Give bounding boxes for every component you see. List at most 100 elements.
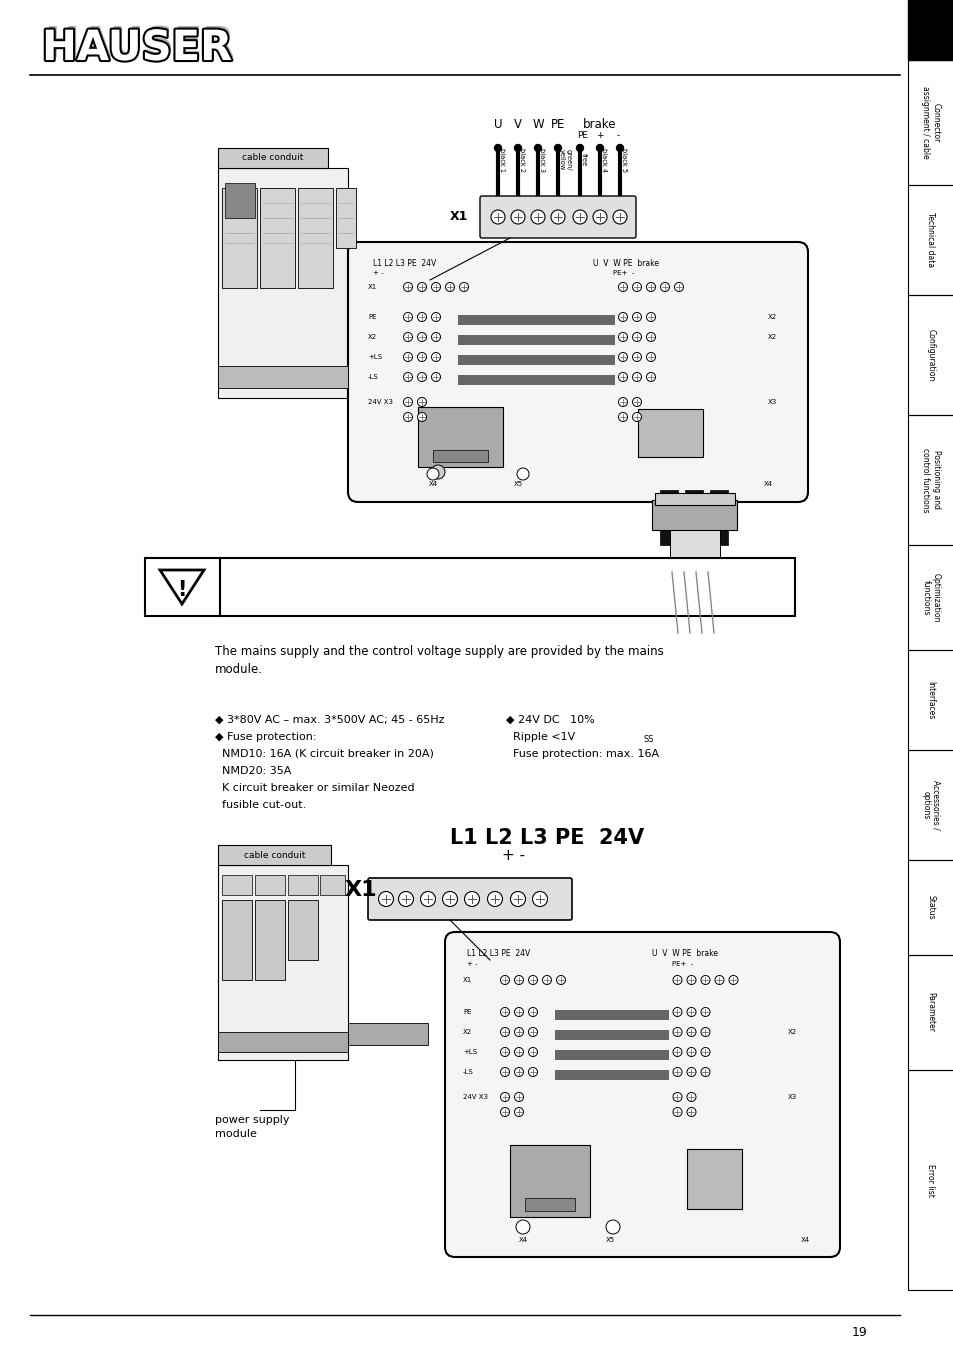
Text: X2: X2 [368, 334, 376, 340]
Circle shape [398, 892, 413, 907]
Bar [254, 875, 285, 894]
Text: -LS: -LS [462, 1069, 474, 1075]
Text: Positioning and
control functions: Positioning and control functions [921, 447, 940, 512]
Text: -: - [616, 131, 619, 141]
Bar [555, 1029, 669, 1040]
Text: V: V [514, 119, 521, 131]
Circle shape [700, 1047, 709, 1056]
Circle shape [596, 145, 603, 151]
Circle shape [442, 892, 457, 907]
Bar [335, 188, 355, 249]
Text: + -: + - [467, 961, 477, 967]
Text: X4: X4 [517, 1238, 527, 1243]
Circle shape [551, 209, 564, 224]
Bar [222, 875, 252, 894]
Bar [555, 1011, 669, 1020]
Text: black 1: black 1 [498, 149, 504, 172]
Bar [907, 59, 953, 185]
Text: Technical data: Technical data [925, 212, 935, 267]
Circle shape [686, 1108, 696, 1116]
Text: ◆ 3*80V AC – max. 3*500V AC; 45 - 65Hz: ◆ 3*80V AC – max. 3*500V AC; 45 - 65Hz [214, 715, 444, 725]
Circle shape [445, 282, 454, 292]
Text: ◆ Fuse protection:: ◆ Fuse protection: [214, 732, 316, 742]
Circle shape [528, 1008, 537, 1016]
Text: NMD20: 35A: NMD20: 35A [214, 766, 291, 775]
Circle shape [531, 209, 544, 224]
Circle shape [431, 332, 440, 342]
Text: brake: brake [582, 119, 616, 131]
Circle shape [700, 1028, 709, 1036]
Circle shape [646, 373, 655, 381]
Text: The mains supply and the control voltage supply are provided by the mains
module: The mains supply and the control voltage… [214, 644, 663, 676]
Circle shape [417, 397, 426, 407]
Circle shape [632, 312, 640, 322]
Text: +: + [596, 131, 603, 141]
Circle shape [646, 282, 655, 292]
Text: NMD10: 16A (K circuit breaker in 20A): NMD10: 16A (K circuit breaker in 20A) [214, 748, 434, 759]
Text: HAUSER: HAUSER [44, 26, 234, 68]
Circle shape [427, 467, 438, 480]
Circle shape [674, 282, 682, 292]
Circle shape [514, 1047, 523, 1056]
Circle shape [500, 1093, 509, 1101]
FancyBboxPatch shape [368, 878, 572, 920]
Circle shape [500, 1028, 509, 1036]
Circle shape [431, 353, 440, 362]
Circle shape [500, 1008, 509, 1016]
Circle shape [431, 312, 440, 322]
Circle shape [528, 1047, 537, 1056]
Circle shape [613, 209, 626, 224]
Circle shape [464, 892, 479, 907]
Bar [555, 1070, 669, 1079]
Circle shape [514, 1028, 523, 1036]
Text: X5: X5 [513, 481, 522, 486]
Bar [907, 415, 953, 544]
Circle shape [417, 312, 426, 322]
Circle shape [672, 1047, 681, 1056]
Bar [218, 844, 331, 865]
Circle shape [556, 975, 565, 985]
Bar [907, 544, 953, 650]
Bar [555, 1050, 669, 1061]
Bar [524, 1198, 575, 1210]
Circle shape [403, 412, 412, 422]
Bar [457, 376, 615, 385]
Text: black 3: black 3 [538, 149, 544, 172]
Text: L1 L2 L3 PE  24V: L1 L2 L3 PE 24V [467, 950, 530, 958]
Circle shape [516, 1220, 530, 1233]
Circle shape [554, 145, 561, 151]
Circle shape [632, 373, 640, 381]
Text: X3: X3 [767, 399, 777, 405]
Circle shape [700, 1067, 709, 1077]
Circle shape [618, 282, 627, 292]
Bar [297, 188, 333, 288]
Circle shape [632, 332, 640, 342]
Bar [417, 407, 502, 467]
Text: Accessories /
options: Accessories / options [921, 780, 940, 830]
Text: X2: X2 [787, 1029, 797, 1035]
Circle shape [514, 1008, 523, 1016]
Text: 24V X3: 24V X3 [462, 1094, 488, 1100]
Circle shape [528, 975, 537, 985]
Bar [218, 1032, 348, 1052]
Text: L1 L2 L3 PE  24V: L1 L2 L3 PE 24V [450, 828, 643, 848]
Bar [260, 188, 294, 288]
Bar [687, 1148, 741, 1209]
Circle shape [514, 1093, 523, 1101]
Circle shape [686, 1008, 696, 1016]
Bar [319, 875, 345, 894]
Circle shape [686, 1047, 696, 1056]
Circle shape [431, 282, 440, 292]
Text: Ripple <1V: Ripple <1V [505, 732, 575, 742]
Circle shape [403, 353, 412, 362]
Circle shape [528, 1028, 537, 1036]
Bar [907, 0, 953, 59]
Circle shape [686, 975, 696, 985]
Circle shape [500, 1047, 509, 1056]
Circle shape [511, 209, 524, 224]
Text: X4: X4 [800, 1238, 809, 1243]
Circle shape [686, 1067, 696, 1077]
Bar [348, 1023, 428, 1046]
Circle shape [576, 145, 583, 151]
Text: + -: + - [501, 847, 524, 862]
